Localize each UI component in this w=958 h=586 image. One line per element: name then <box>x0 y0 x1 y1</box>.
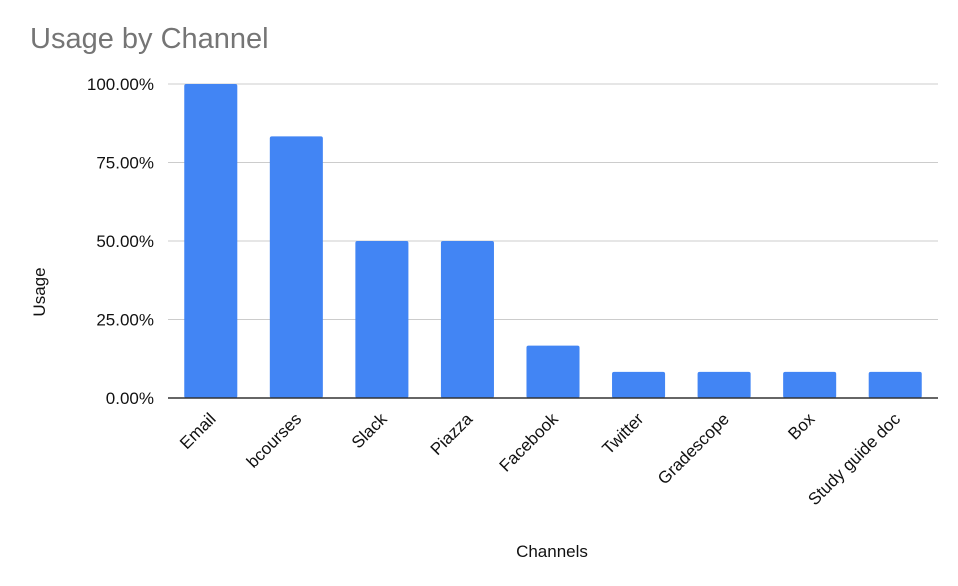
bar <box>269 136 323 398</box>
x-axis-labels: Email bcourses Slack Piazza Facebook Twitter G… <box>176 409 904 509</box>
x-tick-label: Gradescope <box>654 409 733 488</box>
x-tick-label: Email <box>176 409 219 452</box>
bar <box>526 345 580 398</box>
x-axis-title: Channels <box>516 542 588 561</box>
x-tick-label: Twitter <box>599 409 648 458</box>
y-tick-label: 0.00% <box>106 389 154 408</box>
y-tick-label: 50.00% <box>96 232 154 251</box>
y-tick-label: 25.00% <box>96 311 154 330</box>
y-tick-label: 100.00% <box>87 75 154 94</box>
bar <box>184 84 238 398</box>
x-tick-label: Box <box>784 409 819 444</box>
y-axis-ticks: 0.00% 25.00% 50.00% 75.00% 100.00% <box>87 75 154 408</box>
x-tick-label: bcourses <box>243 409 305 471</box>
bar <box>783 371 837 398</box>
x-tick-label: Facebook <box>496 409 563 476</box>
y-tick-label: 75.00% <box>96 154 154 173</box>
bar <box>355 241 409 398</box>
bars <box>184 84 922 398</box>
x-tick-label: Study guide doc <box>804 409 904 509</box>
y-axis-title: Usage <box>30 267 49 316</box>
x-tick-label: Piazza <box>427 409 477 459</box>
bar <box>612 371 666 398</box>
bar <box>440 241 494 398</box>
bar <box>868 371 922 398</box>
bar <box>697 371 751 398</box>
chart-title: Usage by Channel <box>30 23 269 55</box>
x-tick-label: Slack <box>348 409 391 452</box>
